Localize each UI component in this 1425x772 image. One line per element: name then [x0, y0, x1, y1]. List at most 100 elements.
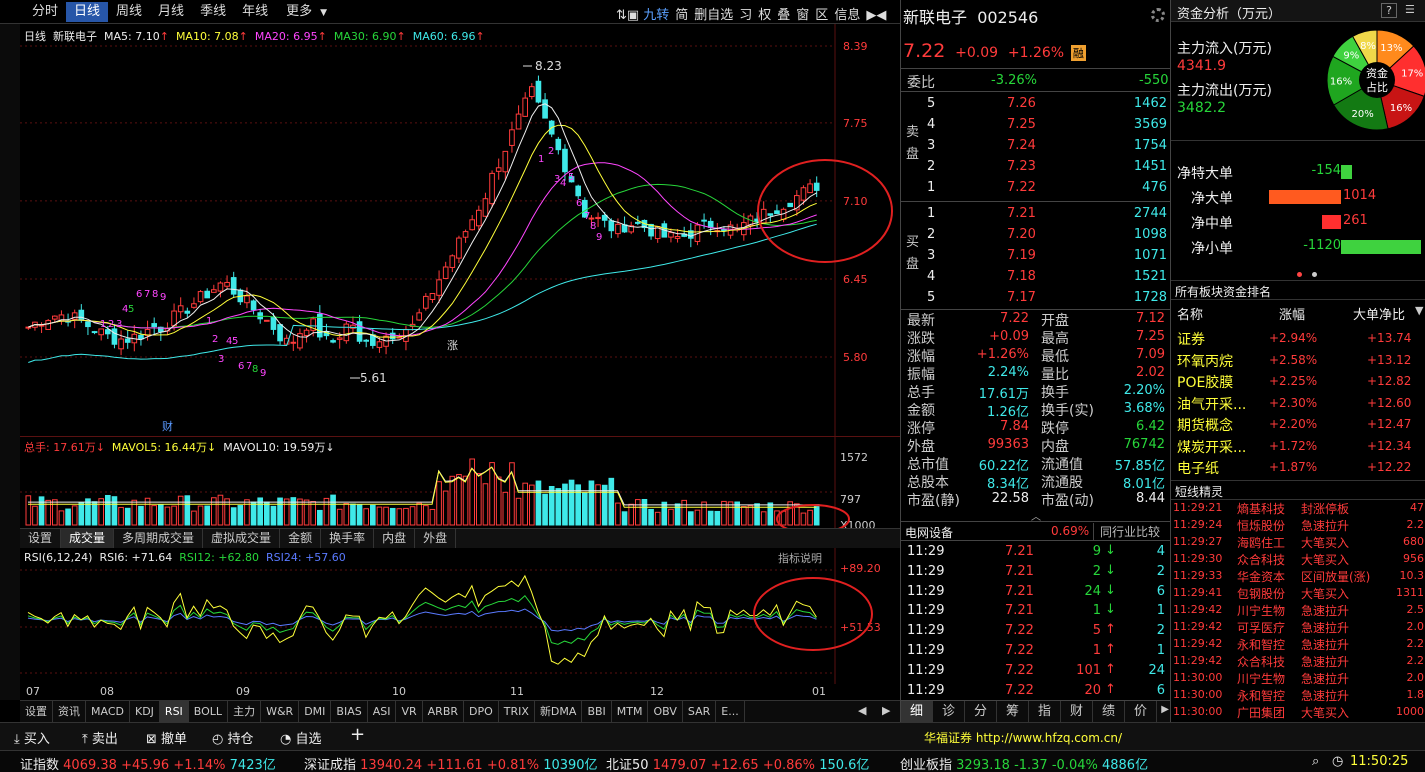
- sells-level-row[interactable]: 2 7.23 1451: [901, 156, 1171, 178]
- rank-row[interactable]: 电子纸 +1.87% +12.22: [1171, 457, 1425, 478]
- bottom-indicator-19[interactable]: SAR: [683, 701, 717, 722]
- rank-row[interactable]: 油气开采... +2.30% +12.60: [1171, 393, 1425, 414]
- news-row[interactable]: 11:29:42 川宁生物 急速拉升 2.5: [1171, 602, 1425, 619]
- indicator-tab-5[interactable]: 换手率: [321, 529, 375, 548]
- kline-chart[interactable]: 日线 新联电子 MA5: 7.10↑ MA10: 7.08↑ MA20: 6.9…: [20, 24, 900, 436]
- period-tab-1[interactable]: 日线: [66, 2, 109, 22]
- buys-level-row[interactable]: 4 7.18 1521: [901, 266, 1171, 288]
- bottom-indicator-12[interactable]: ARBR: [423, 701, 465, 722]
- news-row[interactable]: 11:29:33 华金资本 区间放量(涨) 10.3: [1171, 568, 1425, 585]
- news-row[interactable]: 11:29:42 可孚医疗 急速拉升 2.0: [1171, 619, 1425, 636]
- scroll-right-icon[interactable]: ▶: [1161, 704, 1169, 715]
- indicator-tab-6[interactable]: 内盘: [374, 529, 416, 548]
- tool-8[interactable]: 信息: [834, 8, 861, 23]
- bottom-indicator-18[interactable]: OBV: [648, 701, 683, 722]
- finance-marker[interactable]: 财: [162, 419, 173, 433]
- sell-button[interactable]: ⤒ 卖出: [82, 728, 118, 747]
- sector-name[interactable]: 电网设备: [905, 526, 954, 540]
- news-row[interactable]: 11:29:21 熵基科技 封涨停板 47: [1171, 500, 1425, 517]
- rank-row[interactable]: 期货概念 +2.20% +12.47: [1171, 414, 1425, 435]
- cy-index[interactable]: 创业板指 3293.18 -1.37 -0.04% 4886亿: [900, 754, 1148, 772]
- rank-row[interactable]: 证券 +2.94% +13.74: [1171, 328, 1425, 349]
- news-row[interactable]: 11:29:42 众合科技 急速拉升 2.2: [1171, 653, 1425, 670]
- news-row[interactable]: 11:30:00 川宁生物 急速拉升 2.0: [1171, 670, 1425, 687]
- bottom-indicator-10[interactable]: ASI: [368, 701, 397, 722]
- detail-tab-7[interactable]: 价: [1125, 701, 1157, 722]
- bottom-indicator-20[interactable]: E...: [716, 701, 745, 722]
- tool-4[interactable]: 权: [758, 8, 772, 23]
- detail-tab-5[interactable]: 财: [1061, 701, 1093, 722]
- rank-row[interactable]: POE胶膜 +2.25% +12.82: [1171, 371, 1425, 392]
- menu-icon[interactable]: ☰: [1405, 3, 1415, 16]
- search-icon[interactable]: ⌕: [1312, 754, 1320, 769]
- holdings-button[interactable]: ◴ 持仓: [212, 728, 254, 747]
- detail-tab-0[interactable]: 细: [901, 701, 933, 722]
- news-row[interactable]: 11:29:27 海鸥住工 大笔买入 680: [1171, 534, 1425, 551]
- period-tab-2[interactable]: 周线: [116, 4, 143, 19]
- period-tab-0[interactable]: 分时: [32, 4, 59, 19]
- rank-row[interactable]: 煤炭开采... +1.72% +12.34: [1171, 436, 1425, 457]
- sector-compare-button[interactable]: 同行业比较: [1093, 523, 1160, 540]
- bottom-indicator-16[interactable]: BBI: [582, 701, 612, 722]
- bottom-indicator-3[interactable]: KDJ: [130, 701, 160, 722]
- sells-level-row[interactable]: 5 7.26 1462: [901, 93, 1171, 115]
- bottom-indicator-11[interactable]: VR: [396, 701, 423, 722]
- detail-tab-1[interactable]: 诊: [933, 701, 965, 722]
- tool-2[interactable]: 删自选: [694, 8, 734, 23]
- news-row[interactable]: 11:30:00 广田集团 大笔买入 1000: [1171, 704, 1425, 721]
- detail-tab-3[interactable]: 筹: [997, 701, 1029, 722]
- panel-toggle-icon[interactable]: ▶◀: [866, 8, 887, 23]
- tool-5[interactable]: 叠: [777, 8, 791, 23]
- news-row[interactable]: 11:29:24 恒烁股份 急速拉升 2.2: [1171, 517, 1425, 534]
- detail-tab-6[interactable]: 绩: [1093, 701, 1125, 722]
- period-tab-6[interactable]: 更多: [286, 4, 313, 19]
- next-arrow-icon[interactable]: ▶: [882, 704, 891, 717]
- bottom-indicator-8[interactable]: DMI: [299, 701, 332, 722]
- sells-level-row[interactable]: 1 7.22 476: [901, 177, 1171, 199]
- news-row[interactable]: 11:29:41 包钢股份 大笔买入 1311: [1171, 585, 1425, 602]
- tool-0[interactable]: 九转: [643, 8, 670, 23]
- broker-link[interactable]: 华福证券 http://www.hfzq.com.cn/: [924, 731, 1122, 745]
- tool-6[interactable]: 窗: [796, 8, 810, 23]
- detail-tab-2[interactable]: 分: [965, 701, 997, 722]
- period-tab-3[interactable]: 月线: [158, 4, 185, 19]
- news-row[interactable]: 11:29:42 永和智控 急速拉升 2.2: [1171, 636, 1425, 653]
- rank-col-net[interactable]: 大单净比: [1353, 308, 1406, 323]
- tool-1[interactable]: 简: [675, 8, 689, 23]
- draw-icon[interactable]: ⇅▣: [616, 8, 640, 23]
- buys-level-row[interactable]: 5 7.17 1728: [901, 287, 1171, 309]
- buys-level-row[interactable]: 3 7.19 1071: [901, 245, 1171, 267]
- indicator-tab-4[interactable]: 金额: [280, 529, 322, 548]
- indicator-tab-7[interactable]: 外盘: [415, 529, 457, 548]
- sells-level-row[interactable]: 4 7.25 3569: [901, 114, 1171, 136]
- bottom-indicator-14[interactable]: TRIX: [499, 701, 535, 722]
- indicator-tab-2[interactable]: 多周期成交量: [114, 529, 204, 548]
- cancel-order-button[interactable]: ⊠ 撤单: [146, 728, 187, 747]
- rsi-explain-button[interactable]: 指标说明: [778, 552, 822, 565]
- tool-3[interactable]: 习: [739, 8, 753, 23]
- news-row[interactable]: 11:30:00 永和智控 急速拉升 1.8: [1171, 687, 1425, 704]
- settings-icon[interactable]: [1151, 8, 1165, 22]
- bottom-indicator-17[interactable]: MTM: [612, 701, 649, 722]
- indicator-tab-0[interactable]: 设置: [20, 529, 62, 548]
- bottom-indicator-5[interactable]: BOLL: [189, 701, 229, 722]
- volume-chart[interactable]: 总手: 17.61万↓ MAVOL5: 16.44万↓ MAVOL10: 19.…: [20, 436, 900, 529]
- tool-7[interactable]: 区: [815, 8, 829, 23]
- bottom-indicator-6[interactable]: 主力: [228, 701, 262, 722]
- page-dots[interactable]: [1297, 266, 1317, 280]
- period-tab-5[interactable]: 年线: [242, 4, 269, 19]
- bottom-indicator-13[interactable]: DPO: [464, 701, 499, 722]
- bottom-indicator-2[interactable]: MACD: [86, 701, 130, 722]
- sh-index[interactable]: 证指数 4069.38 +45.96 +1.14% 7423亿: [20, 754, 276, 772]
- sz-index[interactable]: 深证成指 13940.24 +111.61 +0.81% 10390亿: [304, 754, 598, 772]
- bottom-indicator-0[interactable]: 设置: [20, 701, 53, 722]
- sells-level-row[interactable]: 3 7.24 1754: [901, 135, 1171, 157]
- bz-index[interactable]: 北证50 1479.07 +12.65 +0.86% 150.6亿: [606, 754, 869, 772]
- watchlist-button[interactable]: ◔ 自选: [280, 728, 322, 747]
- add-icon[interactable]: +: [350, 724, 366, 745]
- buys-level-row[interactable]: 2 7.20 1098: [901, 224, 1171, 246]
- buys-level-row[interactable]: 1 7.21 2744: [901, 203, 1171, 225]
- bottom-indicator-1[interactable]: 资讯: [53, 701, 86, 722]
- sort-down-icon[interactable]: ▼: [1415, 304, 1424, 317]
- detail-tab-4[interactable]: 指: [1029, 701, 1061, 722]
